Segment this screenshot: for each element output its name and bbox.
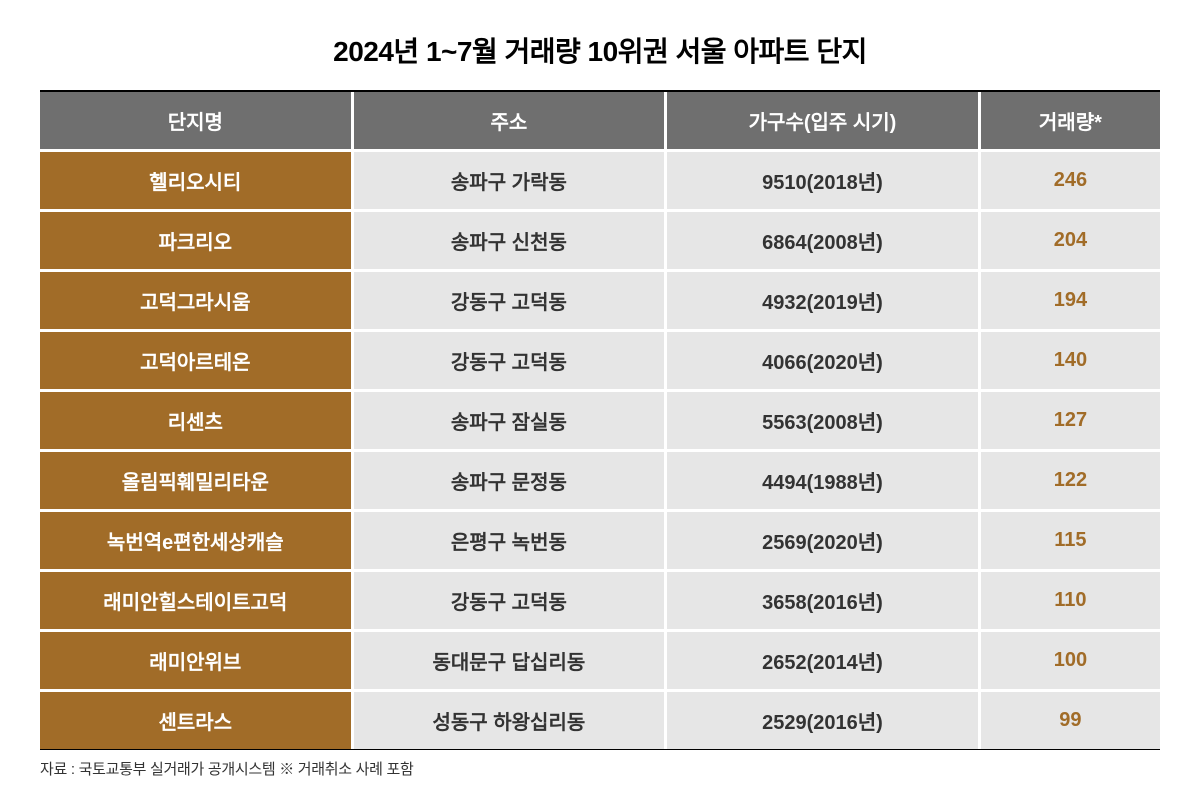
header-name: 단지명 xyxy=(40,92,354,149)
cell-volume: 110 xyxy=(981,569,1160,629)
cell-name: 래미안힐스테이트고덕 xyxy=(40,569,354,629)
cell-households: 2569(2020년) xyxy=(667,509,981,569)
cell-volume: 115 xyxy=(981,509,1160,569)
ranking-table: 단지명 주소 가구수(입주 시기) 거래량* 헬리오시티송파구 가락동9510(… xyxy=(40,92,1160,749)
cell-households: 5563(2008년) xyxy=(667,389,981,449)
cell-volume: 122 xyxy=(981,449,1160,509)
cell-address: 송파구 잠실동 xyxy=(354,389,668,449)
header-address: 주소 xyxy=(354,92,668,149)
cell-volume: 194 xyxy=(981,269,1160,329)
cell-name: 녹번역e편한세상캐슬 xyxy=(40,509,354,569)
table-row: 리센츠송파구 잠실동5563(2008년)127 xyxy=(40,389,1160,449)
table-row: 래미안힐스테이트고덕강동구 고덕동3658(2016년)110 xyxy=(40,569,1160,629)
cell-households: 6864(2008년) xyxy=(667,209,981,269)
cell-volume: 204 xyxy=(981,209,1160,269)
cell-address: 은평구 녹번동 xyxy=(354,509,668,569)
cell-address: 송파구 가락동 xyxy=(354,149,668,209)
cell-name: 리센츠 xyxy=(40,389,354,449)
cell-address: 동대문구 답십리동 xyxy=(354,629,668,689)
cell-name: 파크리오 xyxy=(40,209,354,269)
cell-address: 송파구 문정동 xyxy=(354,449,668,509)
cell-households: 4932(2019년) xyxy=(667,269,981,329)
cell-volume: 100 xyxy=(981,629,1160,689)
cell-name: 래미안위브 xyxy=(40,629,354,689)
header-households: 가구수(입주 시기) xyxy=(667,92,981,149)
cell-households: 2652(2014년) xyxy=(667,629,981,689)
chart-title: 2024년 1~7월 거래량 10위권 서울 아파트 단지 xyxy=(40,30,1160,70)
table-row: 고덕그라시움강동구 고덕동4932(2019년)194 xyxy=(40,269,1160,329)
table-row: 올림픽훼밀리타운송파구 문정동4494(1988년)122 xyxy=(40,449,1160,509)
table-body: 헬리오시티송파구 가락동9510(2018년)246파크리오송파구 신천동686… xyxy=(40,149,1160,749)
cell-address: 송파구 신천동 xyxy=(354,209,668,269)
table-row: 녹번역e편한세상캐슬은평구 녹번동2569(2020년)115 xyxy=(40,509,1160,569)
cell-volume: 140 xyxy=(981,329,1160,389)
cell-households: 4494(1988년) xyxy=(667,449,981,509)
cell-name: 고덕아르테온 xyxy=(40,329,354,389)
cell-volume: 99 xyxy=(981,689,1160,749)
cell-address: 강동구 고덕동 xyxy=(354,569,668,629)
cell-address: 강동구 고덕동 xyxy=(354,329,668,389)
table-row: 래미안위브동대문구 답십리동2652(2014년)100 xyxy=(40,629,1160,689)
cell-name: 센트라스 xyxy=(40,689,354,749)
cell-name: 올림픽훼밀리타운 xyxy=(40,449,354,509)
cell-households: 9510(2018년) xyxy=(667,149,981,209)
cell-households: 4066(2020년) xyxy=(667,329,981,389)
header-row: 단지명 주소 가구수(입주 시기) 거래량* xyxy=(40,92,1160,149)
table-row: 고덕아르테온강동구 고덕동4066(2020년)140 xyxy=(40,329,1160,389)
cell-address: 강동구 고덕동 xyxy=(354,269,668,329)
header-volume: 거래량* xyxy=(981,92,1160,149)
cell-volume: 127 xyxy=(981,389,1160,449)
table-row: 파크리오송파구 신천동6864(2008년)204 xyxy=(40,209,1160,269)
cell-households: 3658(2016년) xyxy=(667,569,981,629)
cell-name: 헬리오시티 xyxy=(40,149,354,209)
table-row: 센트라스성동구 하왕십리동2529(2016년)99 xyxy=(40,689,1160,749)
cell-households: 2529(2016년) xyxy=(667,689,981,749)
footnote: 자료 : 국토교통부 실거래가 공개시스템 ※ 거래취소 사례 포함 xyxy=(40,758,1160,779)
cell-volume: 246 xyxy=(981,149,1160,209)
table-container: 단지명 주소 가구수(입주 시기) 거래량* 헬리오시티송파구 가락동9510(… xyxy=(40,90,1160,750)
cell-address: 성동구 하왕십리동 xyxy=(354,689,668,749)
table-row: 헬리오시티송파구 가락동9510(2018년)246 xyxy=(40,149,1160,209)
cell-name: 고덕그라시움 xyxy=(40,269,354,329)
